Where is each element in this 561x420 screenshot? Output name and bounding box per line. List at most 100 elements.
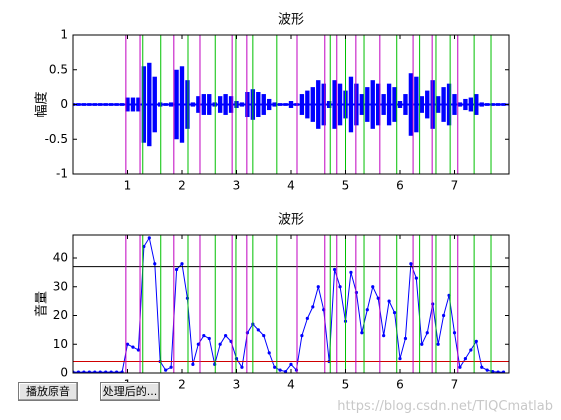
volume-point (349, 270, 353, 274)
volume-point (496, 370, 500, 373)
waveform-segment (446, 83, 452, 126)
waveform-segment (386, 83, 392, 126)
y-tick-label: 0 (60, 97, 68, 111)
volume-point (469, 348, 473, 352)
x-tick-label: 4 (287, 179, 295, 193)
volume-point (115, 370, 119, 373)
waveform-segment (408, 73, 414, 136)
volume-point (387, 299, 391, 303)
volume-point (436, 342, 440, 346)
waveform-segment (299, 94, 305, 115)
volume-point (147, 236, 151, 240)
waveform-segment (201, 94, 206, 115)
waveform-segment (365, 87, 370, 122)
volume-point (136, 348, 140, 352)
waveform-segment (501, 103, 506, 106)
waveform-segment (283, 103, 288, 106)
volume-point (403, 336, 408, 341)
waveform-segment (370, 80, 375, 129)
x-tick-label: 1 (124, 179, 132, 193)
y-tick-label: 1 (60, 28, 68, 42)
waveform-segment (403, 94, 408, 115)
waveform-segment (441, 87, 446, 122)
waveform-segment (435, 96, 441, 113)
volume-point (82, 370, 86, 373)
volume-point (333, 267, 337, 272)
volume-point (311, 305, 315, 309)
plot-area (73, 35, 509, 174)
x-tick-label: 2 (178, 378, 186, 392)
x-tick-label: 6 (396, 179, 404, 193)
volume-point (382, 334, 386, 338)
waveform-segment (114, 103, 119, 106)
volume-point (93, 370, 97, 373)
volume-point (224, 334, 228, 338)
volume-point (109, 370, 113, 373)
x-tick-label: 7 (451, 378, 459, 392)
waveform-segment (239, 102, 245, 107)
volume-point (125, 342, 130, 346)
x-tick-label: 4 (287, 378, 295, 392)
volume-point (294, 368, 299, 372)
y-tick-label: 0 (60, 366, 68, 380)
waveform-segment (272, 102, 277, 107)
waveform-segment (354, 83, 359, 126)
waveform-segment (119, 103, 125, 106)
waveform-segment (185, 80, 190, 129)
waveform-segment (463, 98, 468, 111)
volume-point (398, 357, 402, 361)
volume-point (458, 365, 462, 369)
waveform-segment (294, 103, 299, 106)
watermark: https://blog.csdn.net/TIQCmatlab (337, 399, 553, 414)
waveform-segment (397, 101, 403, 108)
y-tick-label: -0.5 (45, 132, 68, 146)
x-tick-label: 3 (233, 179, 241, 193)
volume-point (463, 357, 467, 361)
waveform-segment (474, 94, 479, 115)
waveform-segment (98, 103, 103, 106)
play-processed-button[interactable]: 处理后的... (100, 382, 160, 401)
waveform-segment (430, 80, 435, 129)
volume-point (164, 368, 168, 372)
volume-point (196, 342, 200, 346)
waveform-segment (223, 94, 228, 115)
volume-point (234, 357, 239, 361)
waveform-segment (376, 83, 381, 126)
waveform-segment (158, 102, 163, 107)
volume-point (169, 365, 173, 369)
volume-point (278, 368, 282, 372)
waveform-segment (76, 103, 81, 106)
x-tick-label: 7 (451, 179, 459, 193)
volume-point (104, 370, 108, 373)
waveform-segment (305, 90, 310, 119)
waveform-segment (196, 96, 201, 113)
play-original-button[interactable]: 播放原音 (18, 382, 78, 401)
volume-point (76, 370, 81, 373)
volume-point (120, 370, 124, 373)
waveform-segment (457, 102, 463, 107)
waveform-segment (179, 66, 185, 143)
waveform-segment (245, 91, 250, 118)
waveform-segment (147, 62, 152, 147)
y-tick-label: 0.5 (49, 62, 68, 76)
volume-point (131, 345, 135, 349)
waveform-segment (168, 102, 174, 107)
volume-point (185, 296, 190, 300)
volume-point (365, 308, 369, 312)
chart-title: 波形 (278, 213, 304, 228)
waveform-segment (392, 87, 397, 122)
volume-point (174, 267, 179, 272)
volume-point (371, 285, 375, 289)
waveform-segment (288, 101, 294, 108)
volume-point (245, 331, 249, 335)
volume-point (273, 365, 277, 369)
y-tick-label: 30 (53, 279, 68, 293)
waveform-segment (103, 103, 108, 106)
volume-point (409, 262, 413, 266)
waveform-segment (332, 80, 337, 129)
volume-point (338, 285, 342, 289)
y-tick-label: -1 (56, 167, 68, 181)
waveform-segment (485, 103, 490, 106)
volume-point (283, 369, 288, 373)
